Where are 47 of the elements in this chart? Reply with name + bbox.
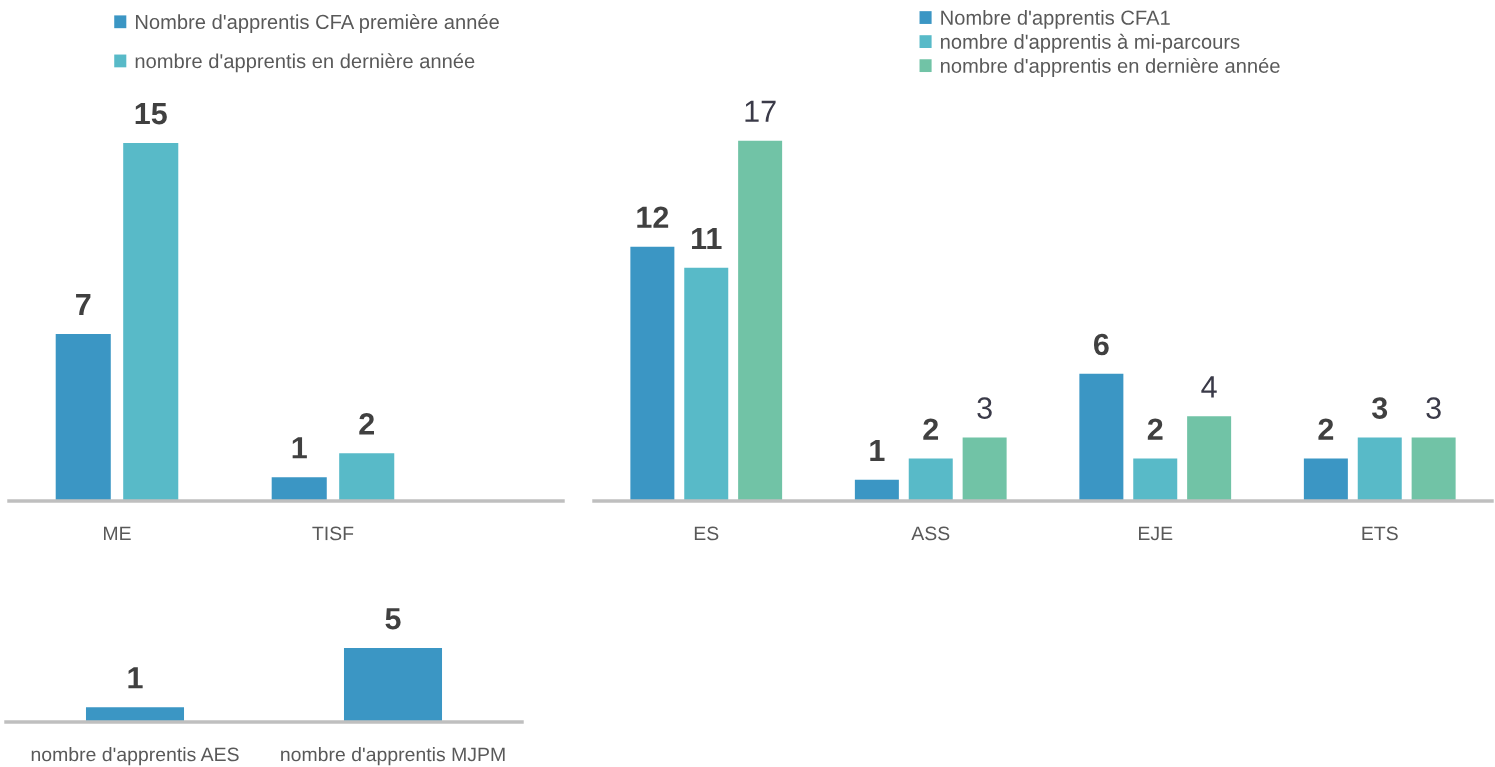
data-label: 2 xyxy=(1147,418,1163,440)
bar xyxy=(1133,458,1178,501)
legend-label: nombre d'apprentis en dernière année xyxy=(135,53,475,73)
bar xyxy=(123,142,179,501)
data-label: 6 xyxy=(1093,333,1109,356)
bar xyxy=(684,267,729,501)
x-tick-label: nombre d'apprentis MJPM xyxy=(281,747,505,766)
x-tick-label: nombre d'apprentis AES xyxy=(31,747,239,766)
bar xyxy=(962,437,1007,501)
bar xyxy=(1079,373,1124,501)
data-label: 3 xyxy=(977,397,992,419)
x-tick-label: TISF xyxy=(312,526,354,541)
bar xyxy=(271,477,327,501)
data-label: 3 xyxy=(1426,397,1441,419)
data-label: 1 xyxy=(292,437,307,459)
data-label: 1 xyxy=(128,667,143,689)
x-tick-label: EJE xyxy=(1139,526,1173,541)
data-label: 11 xyxy=(692,228,722,250)
data-label: 2 xyxy=(359,413,374,435)
data-label: 17 xyxy=(745,100,776,122)
data-label: 1 xyxy=(870,439,885,461)
legend-label: Nombre d'apprentis CFA première année xyxy=(136,14,499,34)
data-label: 5 xyxy=(385,608,401,630)
bar xyxy=(55,333,111,501)
bar xyxy=(630,246,675,501)
bar xyxy=(854,479,899,501)
data-label: 2 xyxy=(1318,418,1334,440)
x-tick-label: ETS xyxy=(1362,526,1398,541)
data-label: 7 xyxy=(76,294,91,316)
bar xyxy=(1303,458,1348,501)
data-label: 4 xyxy=(1201,376,1217,398)
data-label: 15 xyxy=(135,103,167,125)
data-label: 3 xyxy=(1371,397,1388,419)
bar xyxy=(339,453,395,501)
bar xyxy=(1187,416,1232,501)
bar xyxy=(738,140,783,501)
bar xyxy=(1357,437,1402,501)
bar xyxy=(908,458,953,501)
bar xyxy=(1411,437,1456,501)
data-label: 2 xyxy=(923,418,939,440)
x-tick-label: ME xyxy=(104,526,131,541)
x-tick-label: ES xyxy=(694,526,719,541)
legend-label: Nombre d'apprentis CFA1 xyxy=(941,10,1170,29)
legend-label: nombre d'apprentis en dernière année xyxy=(941,57,1280,77)
legend-label: nombre d'apprentis à mi-parcours xyxy=(941,33,1240,53)
x-tick-label: ASS xyxy=(911,526,950,541)
data-label: 12 xyxy=(637,206,669,228)
